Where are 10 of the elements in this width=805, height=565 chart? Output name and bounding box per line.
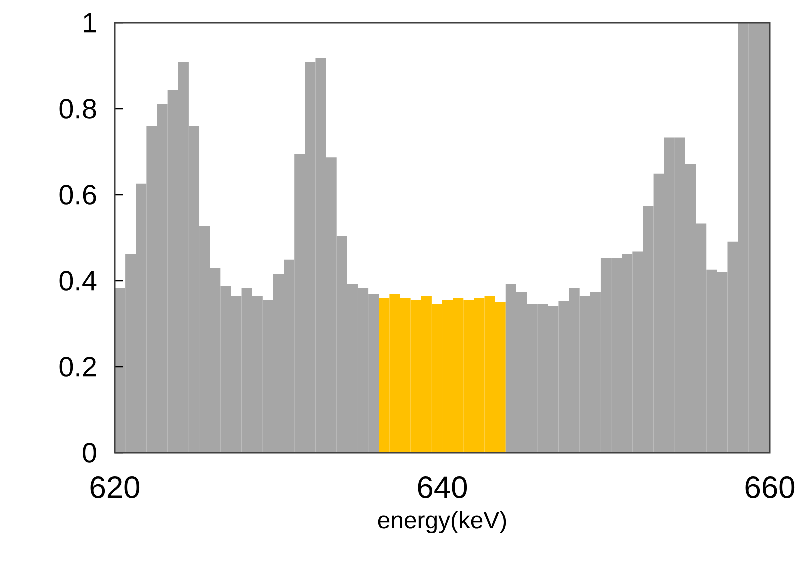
y-tick-label: 0.4	[60, 271, 97, 291]
x-axis-title: energy(keV)	[378, 511, 506, 534]
y-tick-label: 0	[83, 443, 96, 463]
y-tick-label: 0.6	[60, 185, 96, 205]
y-tick-label: 0.2	[60, 357, 96, 377]
x-tick-label: 660	[746, 476, 795, 498]
x-tick-label: 620	[90, 476, 140, 498]
y-tick-label: 0.8	[60, 99, 96, 119]
y-tick-label: 1	[84, 13, 96, 33]
x-tick-label: 640	[418, 476, 468, 498]
